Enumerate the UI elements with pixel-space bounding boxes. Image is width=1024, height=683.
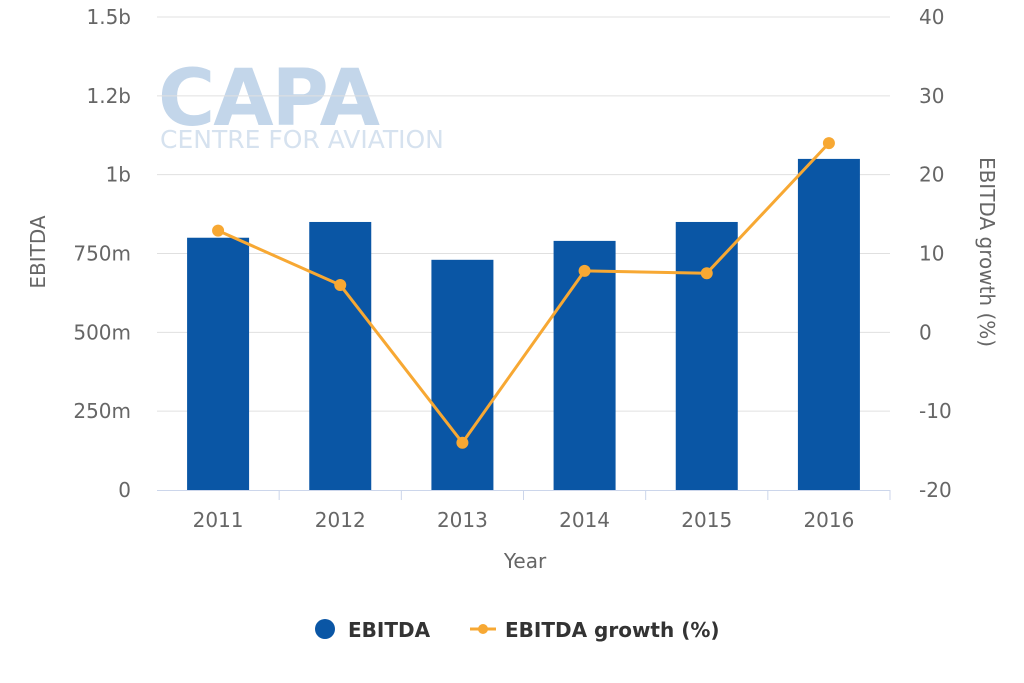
- y2-tick-label: 0: [919, 320, 932, 344]
- x-tick-label: 2014: [559, 508, 610, 532]
- x-tick-label: 2013: [437, 508, 488, 532]
- legend-item-growth[interactable]: EBITDA growth (%): [470, 618, 720, 642]
- y2-tick-label: -10: [919, 399, 952, 423]
- watermark-tagline: CENTRE FOR AVIATION: [160, 125, 444, 154]
- bar-ebitda[interactable]: [431, 259, 494, 490]
- watermark-brand: CAPA: [158, 54, 380, 144]
- growth-point[interactable]: [700, 267, 713, 280]
- x-tick-label: 2012: [315, 508, 366, 532]
- bar-ebitda[interactable]: [553, 240, 616, 490]
- bar-ebitda[interactable]: [309, 221, 372, 490]
- ebitda-bars: [187, 158, 860, 490]
- y-tick-label: 750m: [73, 242, 131, 266]
- y2-tick-label: 20: [919, 163, 944, 187]
- growth-point[interactable]: [456, 436, 469, 449]
- y-tick-label: 1b: [106, 163, 131, 187]
- capa-watermark: CAPA CENTRE FOR AVIATION: [158, 54, 444, 154]
- y-axis-title: EBITDA: [26, 215, 50, 289]
- legend-bar-symbol: [315, 619, 335, 639]
- y-tick-label: 1.2b: [86, 84, 131, 108]
- growth-point[interactable]: [334, 279, 347, 292]
- growth-point[interactable]: [578, 264, 591, 277]
- x-tick-label: 2011: [193, 508, 244, 532]
- y-tick-label: 0: [118, 478, 131, 502]
- legend-label-growth: EBITDA growth (%): [505, 618, 720, 642]
- bar-ebitda[interactable]: [797, 158, 860, 490]
- legend-line-marker: [478, 624, 488, 634]
- growth-line-path: [217, 142, 831, 445]
- legend-label-ebitda: EBITDA: [348, 618, 431, 642]
- gridlines: [157, 16, 890, 412]
- y2-axis-title: EBITDA growth (%): [975, 157, 999, 347]
- growth-point[interactable]: [822, 137, 835, 150]
- y2-tick-label: 10: [919, 242, 944, 266]
- y-tick-label: 500m: [73, 320, 131, 344]
- growth-line: [212, 137, 835, 449]
- y2-tick-label: 40: [919, 5, 944, 29]
- x-axis-ticks: 2011 2012 2013 2014 2015 2016: [157, 490, 891, 532]
- y-tick-label: 1.5b: [86, 5, 131, 29]
- x-axis-title: Year: [503, 549, 547, 573]
- x-tick-label: 2016: [803, 508, 854, 532]
- growth-point[interactable]: [212, 224, 225, 237]
- y2-tick-label: -20: [919, 478, 952, 502]
- bar-ebitda[interactable]: [675, 221, 738, 490]
- bar-ebitda[interactable]: [187, 237, 250, 490]
- x-tick-label: 2015: [681, 508, 732, 532]
- right-axis-ticks: -20 -10 0 10 20 30 40: [919, 5, 952, 502]
- legend: EBITDA EBITDA growth (%): [315, 618, 720, 642]
- left-axis-ticks: 0 250m 500m 750m 1b 1.2b 1.5b: [73, 5, 131, 502]
- y2-tick-label: 30: [919, 84, 944, 108]
- legend-item-ebitda[interactable]: EBITDA: [315, 618, 431, 642]
- y-tick-label: 250m: [73, 399, 131, 423]
